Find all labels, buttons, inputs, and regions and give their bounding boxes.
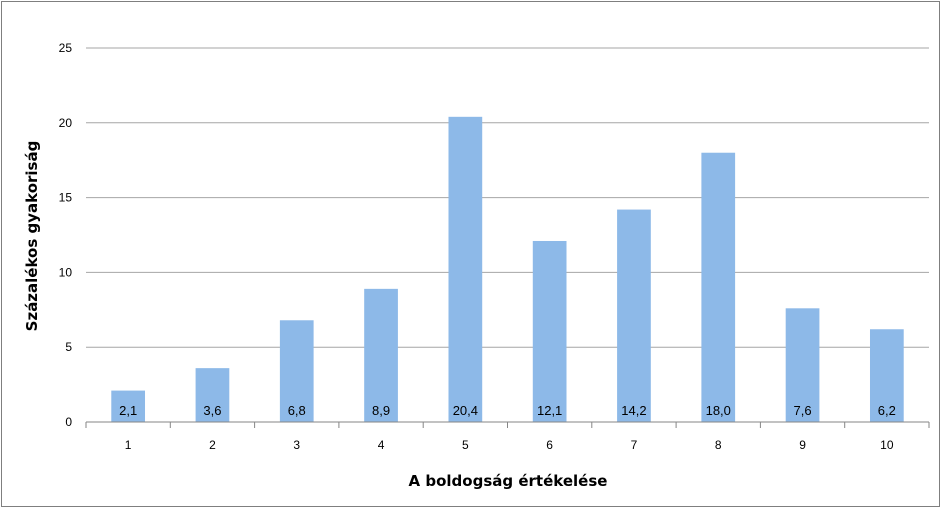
bar: [785, 308, 820, 422]
x-axis-title: A boldogság értékelése: [409, 472, 608, 490]
x-tick-labels: 1 2 3 4 5 6 7 8 9 10: [125, 438, 894, 452]
x-tick-label: 7: [631, 438, 638, 452]
data-label: 6,2: [878, 403, 896, 418]
data-label: 14,2: [621, 403, 646, 418]
bar: [869, 329, 904, 422]
data-label: 20,4: [453, 403, 478, 418]
data-label: 8,9: [372, 403, 390, 418]
x-tick-label: 9: [799, 438, 806, 452]
x-tick-label: 3: [293, 438, 300, 452]
data-label: 7,6: [794, 403, 812, 418]
bar: [195, 368, 230, 422]
data-label: 12,1: [537, 403, 562, 418]
x-tick-label: 10: [880, 438, 894, 452]
x-tick-label: 5: [462, 438, 469, 452]
data-label: 6,8: [288, 403, 306, 418]
x-tick-label: 4: [378, 438, 385, 452]
y-tick-label: 5: [65, 340, 72, 354]
x-tick-label: 2: [209, 438, 216, 452]
y-tick-label: 25: [59, 41, 73, 55]
bar: [448, 116, 483, 422]
bar: [701, 152, 736, 422]
y-tick-labels: 0 5 10 15 20 25: [59, 41, 73, 429]
y-tick-label: 0: [65, 415, 72, 429]
y-tick-label: 10: [59, 265, 73, 279]
data-label: 3,6: [203, 403, 221, 418]
bar: [532, 240, 567, 422]
data-labels: 2,1 3,6 6,8 8,9 20,4 12,1 14,2 18,0 7,6 6,2: [119, 403, 896, 418]
bar: [111, 390, 146, 422]
bar: [617, 209, 651, 422]
y-tick-label: 20: [59, 116, 73, 130]
x-axis: [85, 421, 930, 428]
y-axis-title: Százalékos gyakoriság: [23, 141, 41, 332]
data-label: 18,0: [706, 403, 731, 418]
bar: [279, 320, 314, 422]
y-tick-label: 15: [59, 191, 73, 205]
gridlines: [86, 47, 929, 348]
data-label: 2,1: [119, 403, 137, 418]
bar: [364, 288, 398, 422]
bars: [111, 116, 904, 422]
x-tick-label: 8: [715, 438, 722, 452]
x-tick-label: 6: [546, 438, 553, 452]
x-tick-label: 1: [125, 438, 132, 452]
